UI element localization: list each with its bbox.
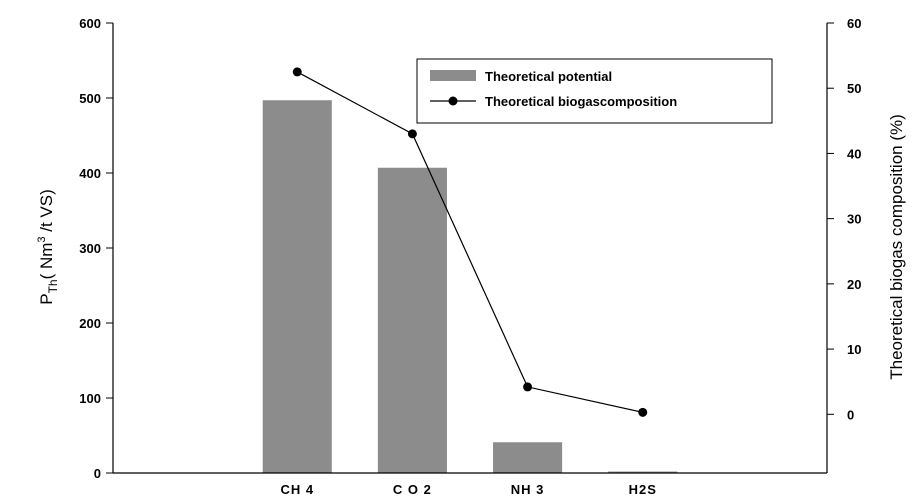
y-axis-left-title-end: /t VS) <box>37 189 56 236</box>
y-axis-left-title-sup: 3 <box>36 236 48 242</box>
y-right-tick-label: 50 <box>847 81 861 96</box>
line-series <box>292 67 648 417</box>
x-tick-label: H2S <box>629 482 657 497</box>
axes: 0 100 200 300 400 500 600 0 10 20 30 40 50 60 CH 4 C O … <box>79 16 861 497</box>
y-axis-left-title-main: P <box>37 293 56 304</box>
bar-ch4 <box>262 100 332 473</box>
legend: Theoretical potential Theoretical biogas… <box>416 58 773 124</box>
y-right-tick-label: 0 <box>847 407 854 422</box>
bar-nh3 <box>493 442 563 473</box>
y-right-tick-label: 40 <box>847 146 861 161</box>
legend-label-composition: Theoretical biogascomposition <box>485 94 677 109</box>
point-co2 <box>407 129 417 139</box>
y-axis-left-title-sub: Th <box>46 279 60 293</box>
y-left-tick-label: 400 <box>79 166 101 181</box>
legend-box <box>416 58 773 124</box>
x-tick-label: C O 2 <box>393 482 432 497</box>
y-left-tick-label: 200 <box>79 316 101 331</box>
legend-label-potential: Theoretical potential <box>485 69 612 84</box>
composition-line <box>296 71 643 413</box>
y-axis-left-title-rest: ( Nm <box>37 243 56 280</box>
y-left-tick-label: 600 <box>79 16 101 31</box>
bar-h2s <box>608 471 678 473</box>
y-axis-left-title: PTh( Nm3 /t VS) <box>36 189 60 305</box>
x-tick-label: CH 4 <box>280 482 314 497</box>
y-axis-right-title: Theoretical biogas composition (%) <box>887 114 906 380</box>
y-right-tick-label: 10 <box>847 342 861 357</box>
bar-co2 <box>377 167 447 473</box>
y-right-tick-label: 30 <box>847 212 861 227</box>
y-left-tick-label: 300 <box>79 241 101 256</box>
point-nh3 <box>523 382 533 392</box>
y-left-tick-label: 500 <box>79 91 101 106</box>
x-tick-label: NH 3 <box>511 482 545 497</box>
bar-series <box>262 100 678 473</box>
point-h2s <box>638 407 648 417</box>
legend-line-marker <box>448 96 458 106</box>
y-left-tick-label: 0 <box>94 466 101 481</box>
y-left-tick-label: 100 <box>79 391 101 406</box>
y-right-tick-label: 60 <box>847 16 861 31</box>
point-ch4 <box>292 67 302 77</box>
legend-bar-swatch <box>430 70 476 81</box>
y-right-tick-label: 20 <box>847 277 861 292</box>
